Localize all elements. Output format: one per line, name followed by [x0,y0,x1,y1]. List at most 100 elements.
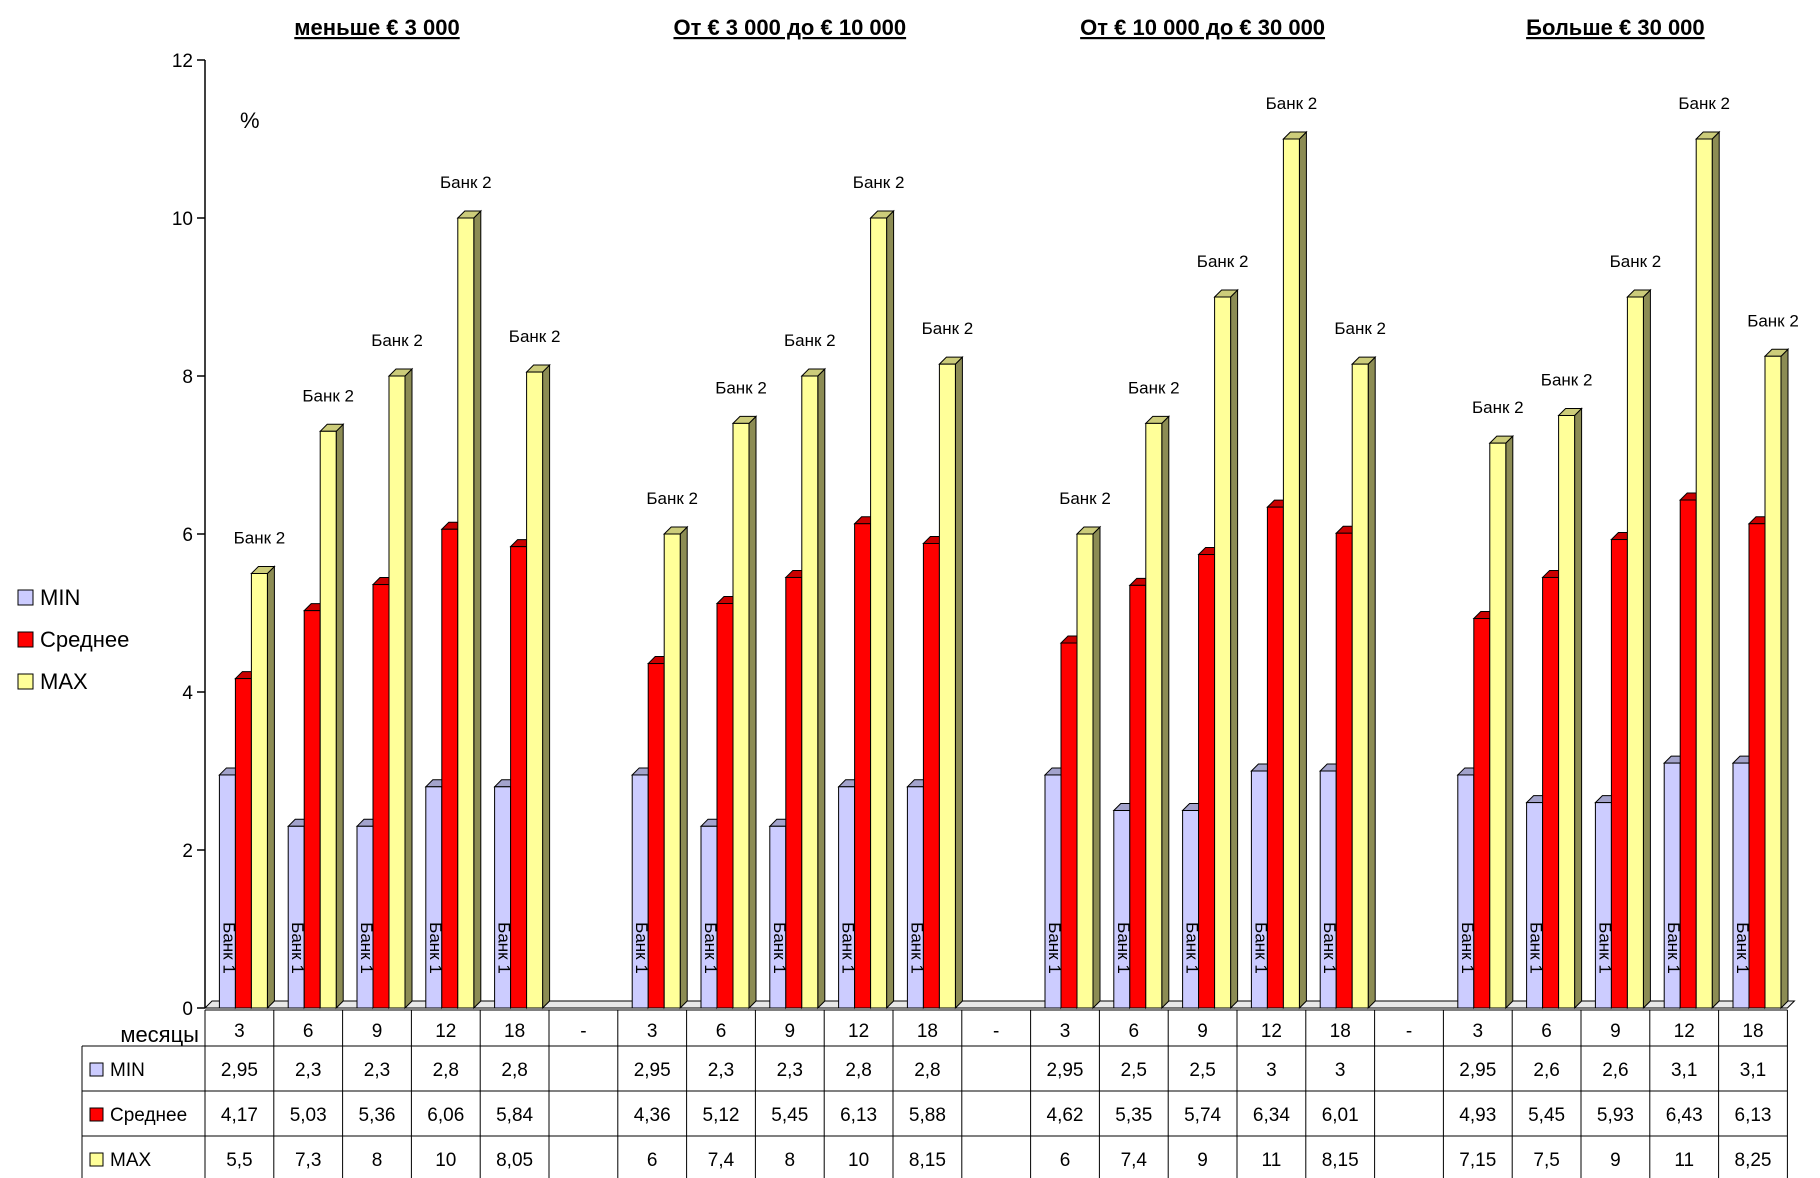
bank1-label: Банк 1 [1320,922,1339,974]
bar-max-16 [1282,138,1300,1009]
bar-side [1780,348,1789,1010]
bar-среднее-8 [716,603,734,1009]
table-cell-value: 5,45 [771,1105,808,1126]
bar-min-10 [838,786,856,1009]
table-cell-value: 5,36 [359,1105,396,1126]
table-category-label: 6 [303,1021,314,1042]
table-category-label: 6 [716,1021,727,1042]
legend-swatch-2 [17,631,34,648]
bar-max-22 [1695,138,1713,1009]
table-category-label: 3 [234,1021,245,1042]
table-cell-value: 2,95 [634,1060,671,1081]
table-cell-value: 8 [372,1150,383,1171]
bank2-label: Банк 2 [1128,378,1180,397]
y-tick-label: 8 [182,367,193,388]
table-cell-value: 6,13 [1735,1105,1772,1126]
table-cell-value: 2,95 [1459,1060,1496,1081]
bank1-label: Банк 1 [1251,922,1270,974]
bank2-label: Банк 2 [1334,319,1386,338]
bank2-label: Банк 2 [1678,94,1730,113]
table-category-label: 3 [647,1021,658,1042]
table-cell-value: 5,93 [1597,1105,1634,1126]
bank2-label: Банк 2 [1610,252,1662,271]
bar-max-13 [1076,533,1094,1009]
bar-max-5 [526,371,544,1009]
y-axis-unit-label: % [240,108,260,133]
table-category-label: 3 [1473,1021,1484,1042]
legend-label-3: MAX [40,669,88,694]
table-cell-value: 5,88 [909,1105,946,1126]
table-cell-value: 2,3 [708,1060,734,1081]
table-category-label: 18 [1330,1021,1351,1042]
bank2-label: Банк 2 [1747,311,1799,330]
table-category-label: 12 [435,1021,456,1042]
bar-side [679,525,688,1010]
table-cell-value: 8 [785,1150,796,1171]
bar-side [748,415,757,1010]
table-cell-value: 6,43 [1666,1105,1703,1126]
bar-среднее-5 [510,546,528,1009]
bank1-label: Банк 1 [701,922,720,974]
bar-side [542,363,551,1010]
bank1-label: Банк 1 [1733,922,1752,974]
bar-side [1711,130,1720,1010]
group-title-2: От € 3 000 до € 10 000 [673,15,906,40]
bank1-label: Банк 1 [1045,922,1064,974]
table-legend-key [89,1107,104,1122]
table-category-label: 9 [1610,1021,1621,1042]
y-tick-label: 6 [182,525,193,546]
bar-среднее-3 [372,584,390,1009]
bank1-label: Банк 1 [1183,922,1202,974]
table-cell-value: 2,95 [221,1060,258,1081]
table-row-label: месяцы [120,1022,199,1047]
table-cell-value: 5,45 [1528,1105,1565,1126]
table-cell-value: 2,3 [295,1060,321,1081]
legend-swatch-1 [17,589,34,606]
bar-среднее-21 [1610,539,1628,1009]
bank1-label: Банк 1 [1458,922,1477,974]
bank1-label: Банк 1 [288,922,307,974]
table-cell-value: 2,3 [364,1060,390,1081]
table-cell-value: 11 [1674,1150,1694,1171]
bar-max-3 [388,375,406,1009]
table-cell-value: 5,12 [703,1105,740,1126]
table-cell-value: 6,06 [427,1105,464,1126]
bar-среднее-16 [1266,506,1284,1009]
table-category-label: 3 [1060,1021,1071,1042]
table-cell-value: 7,3 [295,1150,321,1171]
bank2-label: Банк 2 [853,173,905,192]
bank1-label: Банк 1 [632,922,651,974]
table-series-name: Среднее [110,1105,187,1126]
table-category-label: 9 [785,1021,796,1042]
table-category-label: 6 [1129,1021,1140,1042]
table-cell-value: 4,62 [1047,1105,1084,1126]
bank2-label: Банк 2 [784,331,836,350]
bar-среднее-1 [234,678,252,1009]
bar-min-8 [700,825,718,1009]
table-category-label: - [1406,1021,1412,1042]
table-cell-value: 4,93 [1459,1105,1496,1126]
table-legend-key [89,1152,104,1167]
bank2-label: Банк 2 [234,529,286,548]
table-cell-value: 6,01 [1322,1105,1359,1126]
bank2-label: Банк 2 [1472,398,1524,417]
table-cell-value: 10 [435,1150,456,1171]
table-cell-value: 7,15 [1459,1150,1496,1171]
bar-среднее-14 [1129,584,1147,1009]
legend-label-1: MIN [40,585,80,610]
group-title-4: Больше € 30 000 [1526,15,1705,40]
table-legend-key [89,1062,104,1077]
table-cell-value: 5,84 [496,1105,533,1126]
table-cell-value: 2,8 [914,1060,940,1081]
bank1-label: Банк 1 [219,922,238,974]
bar-side [404,367,413,1010]
bank2-label: Банк 2 [922,319,974,338]
bar-max-15 [1214,296,1232,1009]
bank2-label: Банк 2 [371,331,423,350]
table-cell-value: 5,74 [1184,1105,1221,1126]
bank2-label: Банк 2 [1059,489,1111,508]
table-cell-value: 4,36 [634,1105,671,1126]
table-cell-value: 9 [1197,1150,1208,1171]
table-cell-value: 10 [848,1150,869,1171]
table-category-label: 6 [1541,1021,1552,1042]
